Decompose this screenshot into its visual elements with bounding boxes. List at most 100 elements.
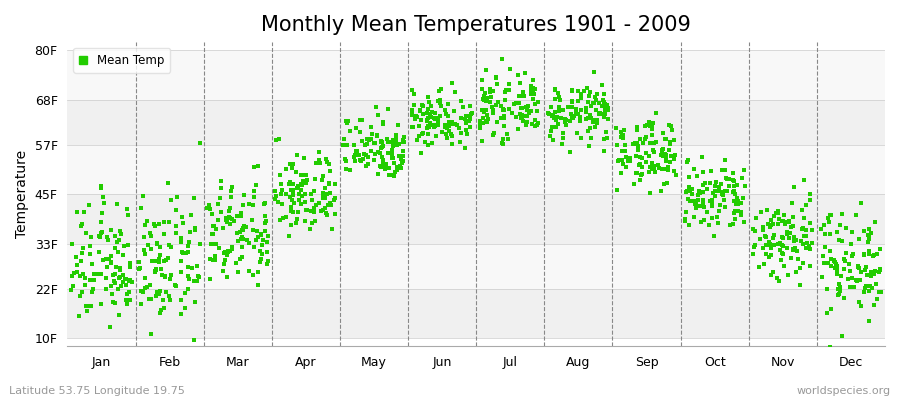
Point (517, 118, 531, 124)
Point (774, 250, 788, 256)
Point (279, 191, 293, 197)
Point (864, 269, 878, 275)
Point (564, 104, 579, 110)
Point (181, 286, 195, 292)
Point (318, 205, 332, 211)
Point (687, 165, 701, 172)
Point (832, 222, 847, 229)
Point (642, 168, 656, 175)
Point (158, 219, 172, 226)
Point (143, 229, 157, 236)
Point (113, 264, 128, 271)
Point (232, 256, 247, 262)
Point (148, 269, 163, 275)
Point (394, 160, 409, 166)
Point (203, 240, 218, 247)
Point (756, 224, 770, 230)
Point (379, 161, 393, 167)
Point (100, 264, 114, 271)
Point (719, 188, 733, 194)
Point (511, 125, 526, 132)
Point (681, 184, 696, 190)
Point (491, 81, 505, 88)
Point (202, 256, 217, 263)
Point (254, 256, 268, 263)
Point (722, 176, 736, 182)
Point (823, 248, 837, 254)
Point (234, 254, 248, 260)
Point (501, 136, 516, 142)
Point (860, 238, 875, 245)
Point (476, 96, 491, 102)
Point (71, 313, 86, 319)
Point (616, 160, 630, 167)
Point (133, 301, 148, 308)
Point (246, 227, 260, 233)
Point (662, 159, 677, 165)
Point (312, 200, 327, 206)
Point (437, 107, 452, 114)
Point (455, 104, 470, 110)
Point (581, 92, 596, 99)
Point (69, 253, 84, 260)
Point (525, 120, 539, 127)
Point (348, 149, 363, 156)
Point (868, 219, 882, 225)
Point (409, 112, 423, 119)
Point (410, 114, 425, 120)
Point (737, 166, 751, 173)
Point (148, 268, 162, 274)
Point (93, 232, 107, 239)
Point (133, 264, 148, 271)
Point (574, 107, 589, 113)
Point (772, 240, 787, 246)
Point (511, 72, 526, 78)
Point (111, 249, 125, 256)
Point (485, 104, 500, 110)
Point (574, 90, 589, 97)
Point (434, 86, 448, 92)
Point (664, 152, 679, 159)
Point (306, 204, 320, 211)
Point (796, 260, 810, 266)
Point (431, 122, 446, 128)
Point (324, 225, 338, 232)
Point (457, 145, 472, 151)
Point (616, 134, 631, 141)
Point (233, 213, 248, 219)
Point (873, 266, 887, 272)
Point (479, 106, 493, 113)
Point (225, 244, 239, 250)
Bar (68, 289, 885, 338)
Point (238, 224, 253, 230)
Point (284, 208, 298, 214)
Point (497, 113, 511, 119)
Point (222, 220, 237, 227)
Point (356, 156, 371, 163)
Point (302, 226, 317, 232)
Point (76, 271, 91, 277)
Point (274, 190, 289, 197)
Point (75, 289, 89, 296)
Point (64, 287, 78, 294)
Point (169, 223, 184, 230)
Point (439, 131, 454, 137)
Point (767, 213, 781, 219)
Point (705, 200, 719, 206)
Point (784, 255, 798, 262)
Point (727, 178, 742, 184)
Point (313, 208, 328, 214)
Point (321, 180, 336, 186)
Point (791, 256, 806, 262)
Point (579, 116, 593, 123)
Point (153, 252, 167, 258)
Point (424, 122, 438, 128)
Point (136, 289, 150, 296)
Point (106, 299, 121, 305)
Point (103, 324, 117, 330)
Point (710, 214, 724, 220)
Point (134, 205, 148, 211)
Point (708, 193, 723, 200)
Point (647, 149, 662, 156)
Point (857, 251, 871, 257)
